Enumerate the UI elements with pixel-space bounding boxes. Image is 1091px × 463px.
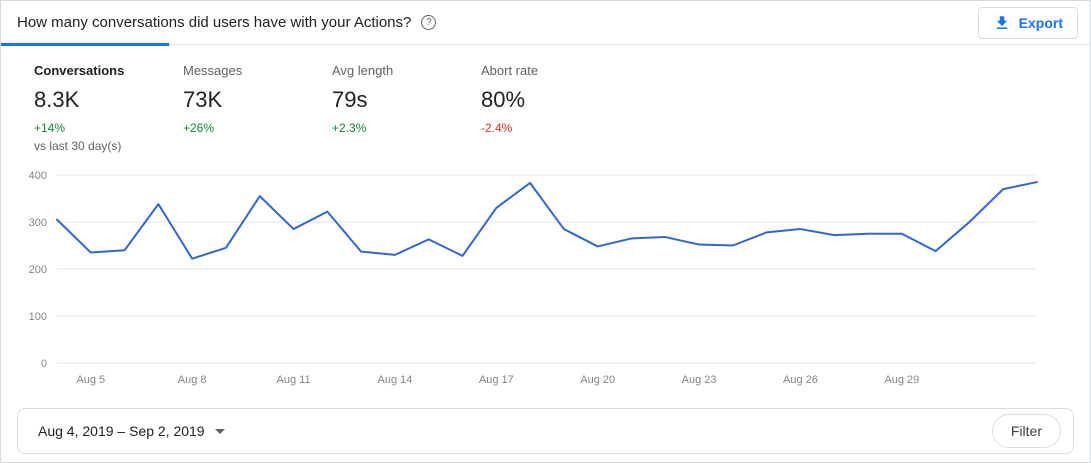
- header: How many conversations did users have wi…: [1, 1, 1090, 46]
- stat-delta: +2.3%: [332, 121, 367, 135]
- page-title: How many conversations did users have wi…: [17, 14, 412, 31]
- chevron-down-icon: [214, 428, 225, 434]
- stat-value: 8.3K: [34, 87, 80, 112]
- stat-subtext: vs last 30 day(s): [34, 139, 122, 153]
- svg-text:Aug 14: Aug 14: [377, 374, 412, 386]
- svg-text:200: 200: [29, 264, 47, 276]
- download-icon: [993, 14, 1011, 32]
- line-chart-canvas: 0 100 200 300 400 Aug 5 Aug 8 Aug 11 Aug 14 Aug 1…: [29, 170, 1038, 386]
- date-range-selector[interactable]: Aug 4, 2019 – Sep 2, 2019: [38, 423, 225, 439]
- stat-label: Abort rate: [481, 63, 539, 78]
- tab-avg-length[interactable]: Avg length 79s +2.3%: [332, 63, 481, 153]
- svg-text:400: 400: [29, 170, 47, 182]
- svg-text:Aug 26: Aug 26: [783, 374, 818, 386]
- svg-text:Aug 23: Aug 23: [682, 374, 717, 386]
- svg-text:100: 100: [29, 311, 47, 323]
- stat-delta: +14%: [34, 121, 66, 135]
- header-title-group: How many conversations did users have wi…: [17, 14, 437, 31]
- filter-button[interactable]: Filter: [991, 414, 1061, 448]
- tab-conversations[interactable]: Conversations 8.3K +14% vs last 30 day(s…: [34, 63, 183, 153]
- line-chart: 0 100 200 300 400 Aug 5 Aug 8 Aug 11 Aug 14 Aug 1…: [1, 153, 1090, 398]
- stats-tabs: Conversations 8.3K +14% vs last 30 day(s…: [1, 45, 1090, 153]
- export-button[interactable]: Export: [977, 6, 1078, 39]
- export-label: Export: [1018, 14, 1063, 31]
- date-range-label: Aug 4, 2019 – Sep 2, 2019: [38, 423, 205, 439]
- svg-text:Aug 17: Aug 17: [479, 374, 514, 386]
- stat-value: 79s: [332, 87, 368, 112]
- tab-messages[interactable]: Messages 73K +26%: [183, 63, 332, 153]
- stat-label: Messages: [183, 63, 243, 78]
- help-icon[interactable]: ?: [421, 15, 437, 30]
- svg-text:Aug 5: Aug 5: [76, 374, 105, 386]
- svg-text:Aug 8: Aug 8: [178, 374, 207, 386]
- svg-text:0: 0: [41, 358, 47, 370]
- tab-abort-rate[interactable]: Abort rate 80% -2.4%: [481, 63, 630, 153]
- svg-text:Aug 29: Aug 29: [884, 374, 919, 386]
- active-tab-indicator: [1, 43, 169, 46]
- svg-text:Aug 11: Aug 11: [277, 374, 311, 386]
- stat-delta: +26%: [183, 121, 215, 135]
- date-range-bar: Aug 4, 2019 – Sep 2, 2019 Filter: [17, 408, 1074, 454]
- svg-text:Aug 20: Aug 20: [580, 374, 615, 386]
- stat-label: Conversations: [34, 63, 125, 78]
- stat-value: 80%: [481, 87, 526, 112]
- stat-value: 73K: [183, 87, 223, 112]
- stat-label: Avg length: [332, 63, 394, 78]
- stat-delta: -2.4%: [481, 121, 513, 135]
- svg-text:300: 300: [29, 217, 47, 229]
